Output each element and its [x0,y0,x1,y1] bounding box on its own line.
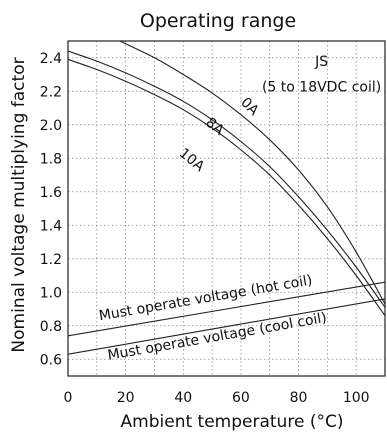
x-tick-label: 0 [64,390,73,406]
x-axis-title: Ambient temperature (°C) [121,412,344,432]
series-line-10a [68,58,385,317]
grid-layer [68,41,385,376]
x-tick-label: 20 [117,390,135,406]
series-line-must-operate-voltage-hot-coil [68,281,385,337]
y-tick-label: 2.2 [40,84,62,100]
annotation-5-to-18vdc-coil: (5 to 18VDC coil) [262,79,381,95]
y-tick-label: 1.6 [40,185,62,201]
plot-frame [67,40,386,377]
series-line-8a [68,50,385,308]
series-line-0a [119,41,385,305]
y-tick-label: 1.2 [40,252,62,268]
y-tick-label: 0.6 [40,352,62,368]
y-tick-label: 1.4 [40,218,62,234]
tick-layer: 0 20 40 60 80 100 0.6 0.8 1.0 1.2 1.4 1.6 1.8 2.0 2.2 2… [40,51,370,406]
x-tick-label: 80 [290,390,308,406]
y-tick-label: 1.0 [40,285,62,301]
y-tick-label: 2.0 [40,118,62,134]
annotation-8a: 8A [202,115,227,139]
annotation-must-operate-voltage-cool-coil: Must operate voltage (cool coil) [106,310,327,364]
x-tick-label: 100 [343,390,370,406]
y-tick-label: 2.4 [40,51,62,67]
x-tick-label: 60 [232,390,250,406]
curve-layer [68,41,385,355]
series-line-must-operate-voltage-cool-coil [68,298,385,355]
y-tick-label: 0.8 [40,319,62,335]
y-tick-label: 1.8 [40,151,62,167]
x-tick-label: 40 [174,390,192,406]
y-axis-title: Nominal voltage multiplying factor [9,57,29,352]
annotation-10a: 10A [176,145,208,175]
annotation-js: JS [314,54,328,70]
chart-title: Operating range [140,10,296,32]
